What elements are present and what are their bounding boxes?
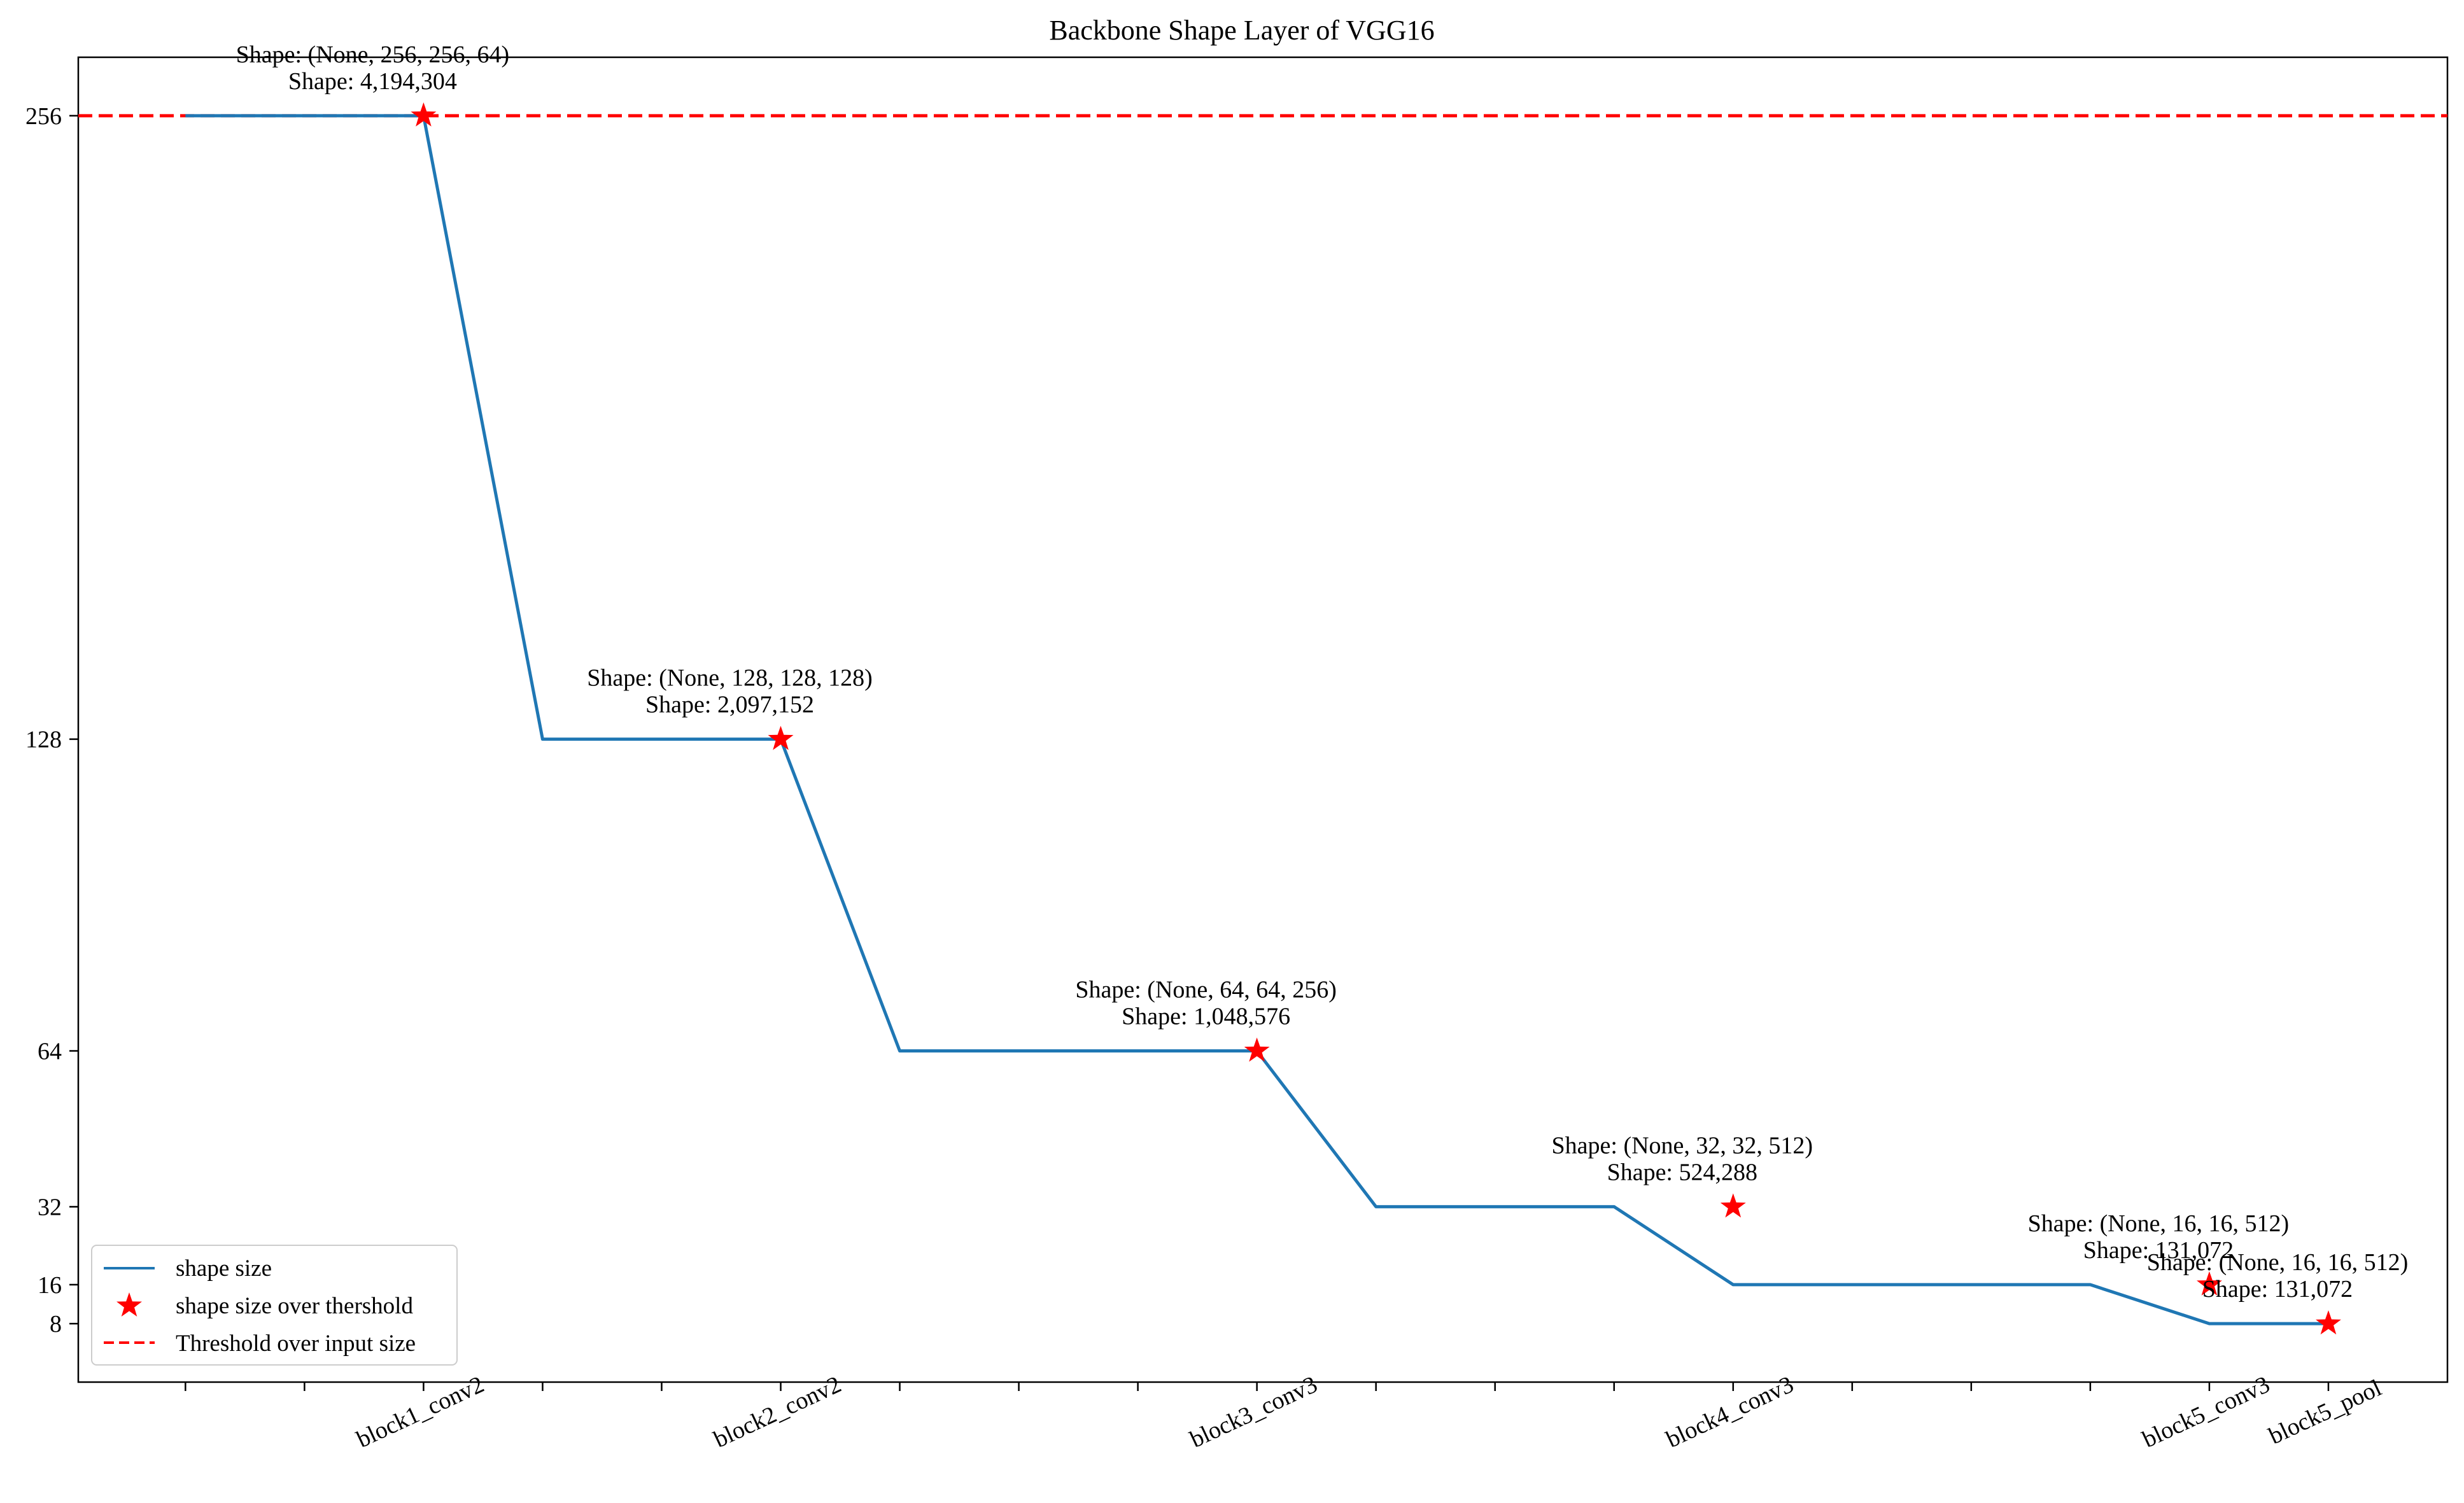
annotation-shape-tuple: Shape: (None, 16, 16, 512)	[2028, 1210, 2290, 1237]
marker-star	[1720, 1193, 1746, 1218]
x-tick-label: block5_pool	[2265, 1374, 2386, 1450]
y-tick-label: 32	[38, 1194, 62, 1220]
annotation-shape-tuple: Shape: (None, 64, 64, 256)	[1075, 977, 1337, 1003]
x-tick-label: block4_conv3	[1662, 1371, 1798, 1453]
x-tick-label: block5_conv3	[2138, 1371, 2274, 1453]
legend-label-threshold: Threshold over input size	[176, 1331, 416, 1357]
annotation-shape-count: Shape: 2,097,152	[645, 692, 814, 718]
annotation-shape-tuple: Shape: (None, 16, 16, 512)	[2147, 1249, 2409, 1276]
marker-star	[1244, 1037, 1270, 1062]
series-line-shape-size	[185, 114, 2328, 1325]
marker-star	[768, 725, 794, 750]
annotation-shape-count: Shape: 524,288	[1607, 1159, 1757, 1185]
plot-area: block1_conv2 block2_conv2 block3_conv3 bloc…	[25, 41, 2449, 1453]
marker-star	[2197, 1271, 2222, 1296]
y-tick-label: 64	[38, 1038, 62, 1065]
x-tick-label: block2_conv2	[710, 1371, 845, 1453]
annotation-shape-tuple: Shape: (None, 128, 128, 128)	[587, 665, 873, 692]
annotation-shape-count: Shape: 131,072	[2202, 1276, 2353, 1303]
legend-star-swatch	[116, 1292, 142, 1317]
annotation-shape-tuple: Shape: (None, 32, 32, 512)	[1552, 1132, 1813, 1159]
y-tick-label: 256	[25, 103, 62, 130]
y-tick-label: 16	[38, 1272, 62, 1299]
legend-label-over-threshold: shape size over thershold	[176, 1293, 413, 1319]
marker-star	[411, 102, 437, 127]
annotation-shape-count: Shape: 1,048,576	[1122, 1003, 1290, 1030]
annotation-shape-count: Shape: 131,072	[2083, 1237, 2234, 1264]
marker-star	[2316, 1310, 2341, 1335]
axes-frame	[77, 56, 2449, 1383]
annotation-shape-count: Shape: 4,194,304	[288, 68, 457, 95]
legend-box	[91, 1245, 458, 1366]
x-tick-label: block3_conv3	[1186, 1371, 1321, 1453]
legend-label-shape-size: shape size	[176, 1255, 272, 1282]
chart-title: Backbone Shape Layer of VGG16	[1049, 15, 1434, 46]
legend: shape size shape size over thershold Thr…	[91, 1245, 458, 1366]
y-tick-label: 128	[25, 727, 62, 753]
annotation-shape-tuple: Shape: (None, 256, 256, 64)	[236, 41, 510, 68]
y-tick-label: 8	[50, 1311, 62, 1338]
x-tick-label: block1_conv2	[353, 1371, 488, 1453]
